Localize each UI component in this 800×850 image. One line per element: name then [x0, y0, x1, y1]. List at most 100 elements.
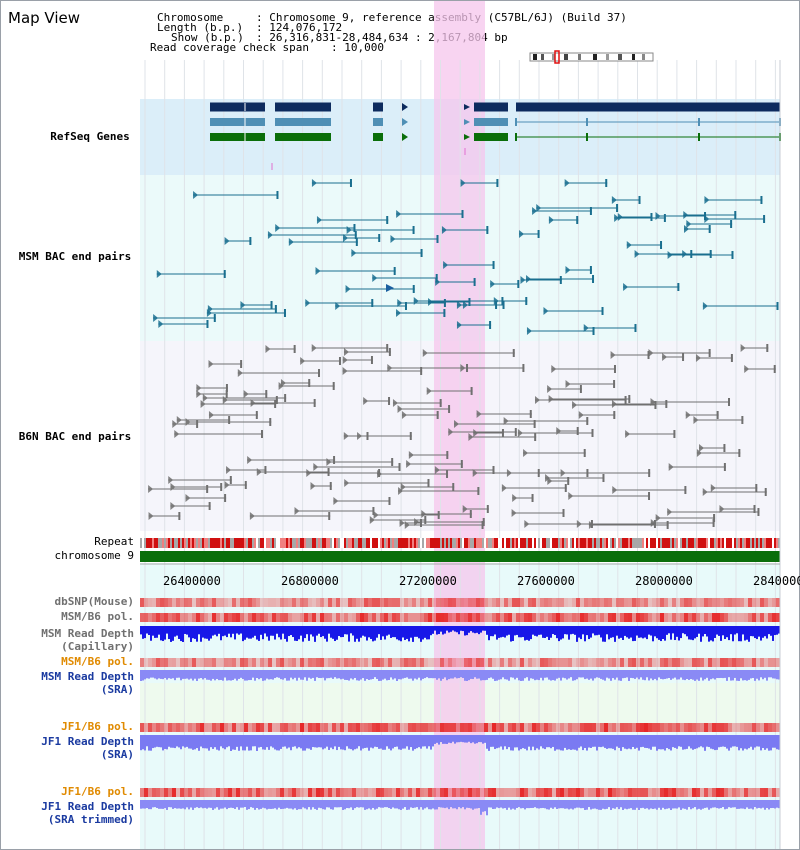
- polymorphism-cell: [392, 658, 396, 667]
- repeat-element: [304, 538, 306, 548]
- polymorphism-cell: [648, 788, 652, 797]
- read-depth-bar: [372, 670, 374, 680]
- polymorphism-cell: [264, 788, 268, 797]
- repeat-element: [206, 538, 208, 548]
- read-depth-bar: [226, 735, 228, 748]
- polymorphism-cell: [296, 598, 300, 607]
- polymorphism-cell: [152, 613, 156, 622]
- msm-bac-track[interactable]: [153, 179, 779, 335]
- read-depth-bar: [358, 800, 360, 808]
- polymorphism-cell: [496, 723, 500, 732]
- read-depth-bar: [474, 670, 476, 678]
- read-depth-bar: [346, 735, 348, 747]
- ideogram-band: [642, 54, 645, 60]
- read-depth-bar: [762, 800, 764, 808]
- read-depth-bar: [324, 735, 326, 749]
- polymorphism-cell: [188, 598, 192, 607]
- repeat-element: [466, 538, 468, 548]
- read-depth-bar: [434, 626, 436, 631]
- read-depth-bar: [228, 735, 230, 747]
- polymorphism-cell: [436, 613, 440, 622]
- polymorphism-cell: [352, 788, 356, 797]
- label-repeat: Repeat: [94, 535, 134, 548]
- repeat-track[interactable]: [140, 538, 780, 548]
- read-depth-bar: [512, 800, 514, 809]
- read-depth-bar: [368, 800, 370, 809]
- read-depth-bar: [466, 670, 468, 681]
- read-depth-bar: [322, 800, 324, 810]
- read-depth-bar: [292, 735, 294, 747]
- polymorphism-cell: [384, 598, 388, 607]
- polymorphism-cell: [352, 658, 356, 667]
- polymorphism-cell: [744, 723, 748, 732]
- bac-end-marker: [730, 220, 733, 228]
- read-depth-bar: [664, 735, 666, 751]
- refseq-genes-track[interactable]: [210, 102, 781, 171]
- bac-end-marker: [723, 463, 726, 471]
- heatmap-tracks[interactable]: [140, 598, 780, 797]
- read-depth-bar: [640, 670, 642, 678]
- label-b6n-bac[interactable]: B6N BAC end pairs: [18, 430, 132, 443]
- read-depth-bar: [420, 670, 422, 681]
- repeat-element: [224, 538, 226, 548]
- read-depth-bar: [690, 626, 692, 640]
- polymorphism-cell: [204, 788, 208, 797]
- bac-end-marker: [660, 241, 663, 249]
- read-depth-bar: [174, 735, 176, 749]
- read-depth-bar: [690, 800, 692, 810]
- gene-exon: [275, 102, 331, 112]
- read-depth-bar: [376, 626, 378, 638]
- read-depth-bar: [560, 800, 562, 809]
- polymorphism-cell: [596, 723, 600, 732]
- polymorphism-cell: [504, 658, 508, 667]
- polymorphism-cell: [660, 613, 664, 622]
- bac-end-marker: [332, 382, 335, 390]
- read-depth-bar: [246, 800, 248, 810]
- read-depth-bar: [698, 670, 700, 681]
- read-depth-tracks[interactable]: [140, 626, 780, 816]
- repeat-element: [566, 538, 568, 548]
- polymorphism-cell: [488, 598, 492, 607]
- bac-end-marker: [256, 468, 262, 476]
- repeat-element: [288, 538, 290, 548]
- read-depth-bar: [360, 626, 362, 638]
- polymorphism-cell: [776, 613, 780, 622]
- polymorphism-cell: [700, 658, 704, 667]
- read-depth-bar: [430, 800, 432, 810]
- polymorphism-cell: [196, 788, 200, 797]
- read-depth-bar: [328, 626, 330, 634]
- read-depth-bar: [560, 670, 562, 681]
- polymorphism-cell: [716, 613, 720, 622]
- read-depth-bar: [182, 626, 184, 642]
- read-depth-bar: [308, 626, 310, 641]
- repeat-element: [588, 538, 590, 548]
- bac-end-marker: [533, 420, 536, 428]
- label-refseq-genes[interactable]: RefSeq Genes: [50, 130, 130, 143]
- polymorphism-cell: [472, 658, 476, 667]
- read-depth-bar: [642, 670, 644, 680]
- polymorphism-cell: [260, 658, 264, 667]
- polymorphism-cell: [580, 788, 584, 797]
- polymorphism-cell: [588, 788, 592, 797]
- bac-end-marker: [222, 396, 228, 404]
- polymorphism-cell: [316, 598, 320, 607]
- polymorphism-cell: [696, 598, 700, 607]
- read-depth-bar: [348, 800, 350, 809]
- repeat-element: [464, 538, 466, 548]
- polymorphism-cell: [636, 598, 640, 607]
- bac-end-marker: [534, 433, 537, 441]
- read-depth-bar: [384, 735, 386, 750]
- chromosome-ideogram[interactable]: [529, 50, 654, 64]
- polymorphism-cell: [164, 658, 168, 667]
- read-depth-bar: [246, 735, 248, 747]
- read-depth-bar: [528, 800, 530, 809]
- label-msm-bac[interactable]: MSM BAC end pairs: [18, 250, 132, 263]
- polymorphism-cell: [276, 613, 280, 622]
- read-depth-bar: [214, 735, 216, 748]
- bac-end-marker: [655, 514, 661, 522]
- repeat-element: [572, 538, 574, 548]
- polymorphism-cell: [712, 788, 716, 797]
- repeat-element: [514, 538, 516, 548]
- read-depth-bar: [376, 800, 378, 809]
- b6n-bac-track[interactable]: [148, 344, 776, 529]
